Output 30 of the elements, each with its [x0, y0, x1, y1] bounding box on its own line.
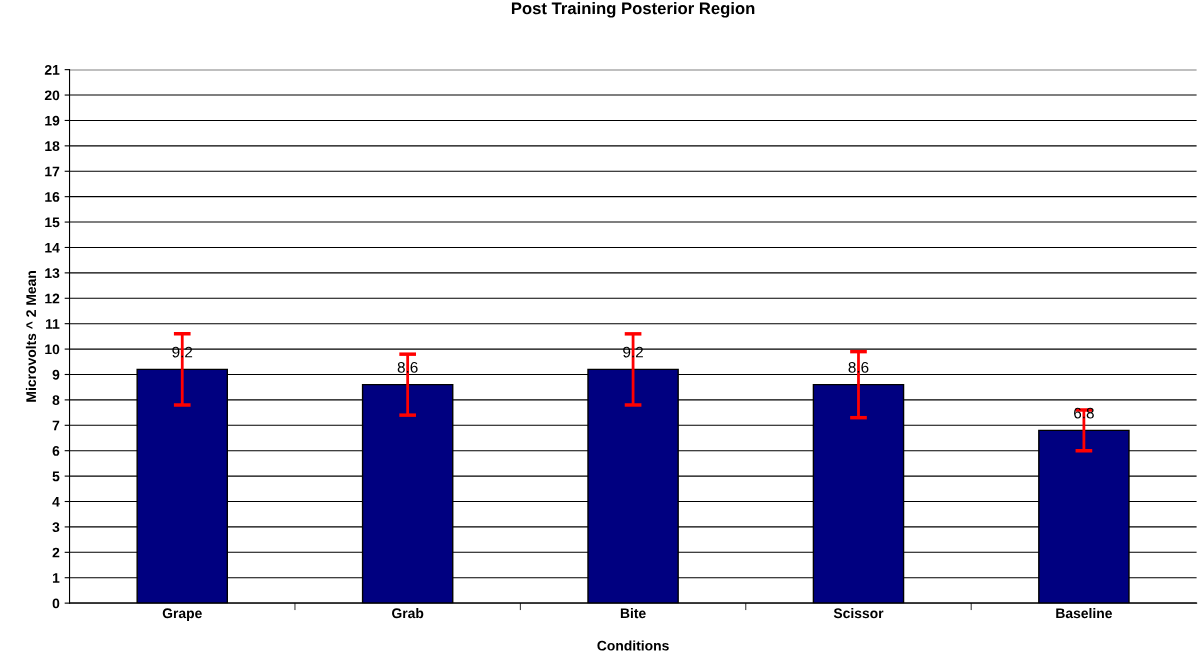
- y-tick-label: 1: [52, 573, 60, 583]
- y-tick-label: 21: [44, 64, 60, 75]
- y-tick-label: 10: [45, 344, 60, 355]
- y-tick-label: 2: [52, 547, 60, 558]
- y-tick-label: 4: [52, 496, 60, 507]
- y-tick-label: 14: [45, 242, 60, 253]
- y-tick-label: 11: [46, 319, 60, 329]
- x-tick-label: Baseline: [1056, 607, 1112, 619]
- x-tick-label: Grab: [392, 607, 424, 619]
- y-tick-label: 20: [44, 90, 60, 101]
- y-tick-label: 12: [45, 293, 60, 304]
- y-tick-label: 5: [52, 471, 60, 482]
- x-tick-label: Bite: [620, 607, 646, 619]
- y-tick-label: 3: [52, 522, 60, 533]
- y-tick-label: 13: [45, 268, 60, 279]
- y-tick-label: 8: [52, 395, 60, 406]
- y-tick-label: 17: [45, 166, 60, 177]
- x-axis-title: Conditions: [597, 640, 669, 651]
- chart-title: Post Training Posterior Region: [511, 2, 755, 18]
- y-tick-label: 19: [45, 115, 60, 126]
- y-tick-label: 0: [52, 598, 60, 609]
- y-tick-label: 18: [45, 141, 60, 152]
- y-tick-label: 15: [45, 217, 60, 228]
- y-tick-label: 7: [52, 420, 60, 431]
- y-tick-label: 6: [52, 446, 60, 456]
- x-tick-label: Scissor: [833, 607, 884, 619]
- x-tick-label: Grape: [162, 608, 202, 621]
- y-tick-label: 16: [45, 192, 60, 202]
- y-tick-label: 9: [52, 369, 60, 380]
- y-axis-title: Microvolts ^ 2 Mean: [25, 271, 37, 402]
